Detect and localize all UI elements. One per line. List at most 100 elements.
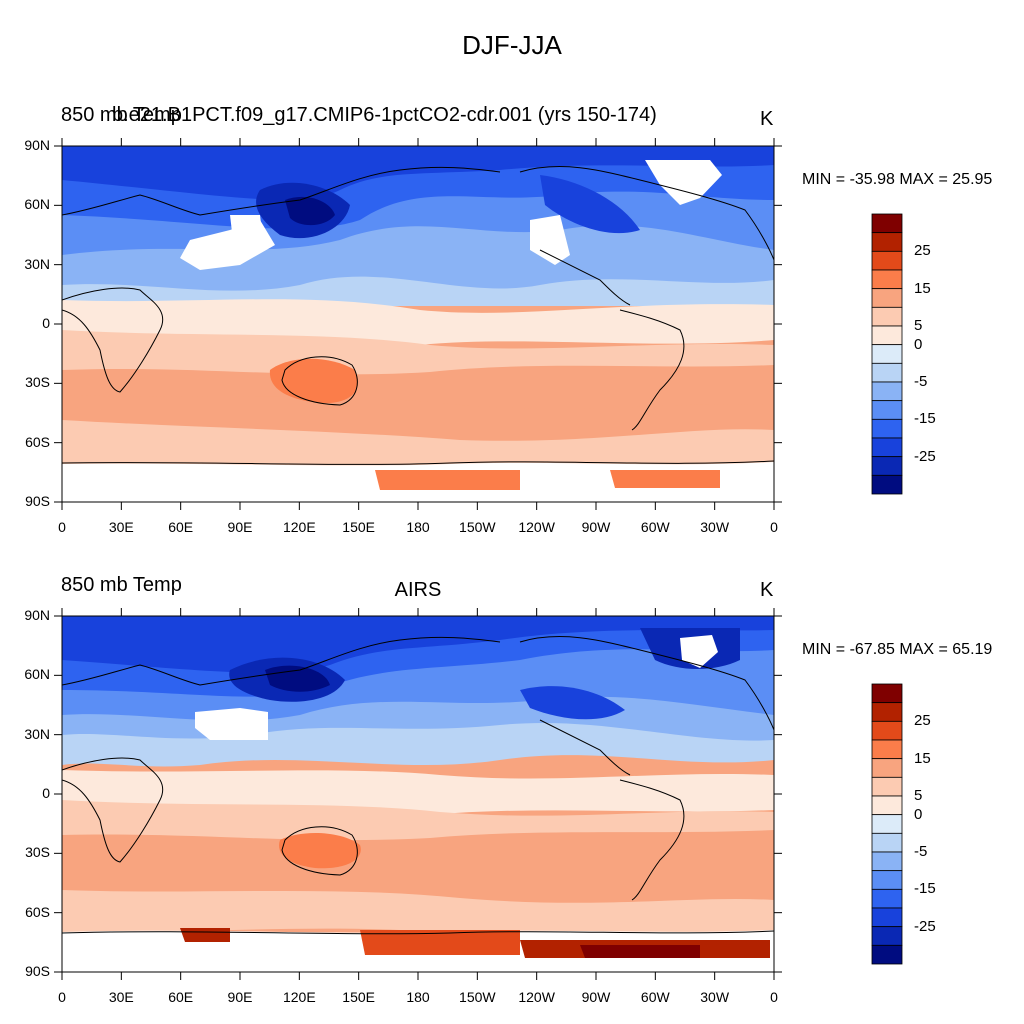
colorbar-swatch xyxy=(871,418,903,439)
map2-coastlines xyxy=(62,636,774,935)
lat-tick-label: 90S xyxy=(25,963,50,979)
colorbar-label: -5 xyxy=(914,843,928,860)
colorbar-swatch xyxy=(871,474,903,495)
colorbar-swatch xyxy=(871,870,903,890)
colorbar-label: -25 xyxy=(914,917,936,935)
colorbar-swatch xyxy=(871,795,903,816)
lat-tick-label: 90N xyxy=(24,607,50,623)
panel1-variable-label: 850 mb Temp xyxy=(61,104,182,126)
lat-tick-label: 60N xyxy=(24,666,50,683)
colorbar-swatch xyxy=(871,288,903,308)
figure-title: DJF-JJA xyxy=(462,30,562,60)
lon-tick-label: 150W xyxy=(459,989,496,1005)
lon-tick-label: 150E xyxy=(342,989,375,1005)
lon-tick-label: 150W xyxy=(459,519,496,535)
lon-tick-label: 120W xyxy=(518,989,555,1005)
lon-tick-label: 0 xyxy=(58,989,66,1005)
lon-tick-label: 90W xyxy=(581,519,611,535)
colorbar-label: 0 xyxy=(914,335,923,353)
lat-tick-label: 0 xyxy=(42,315,50,331)
lon-tick-label: 30W xyxy=(700,519,730,535)
panel2-units-label: K xyxy=(760,579,774,601)
lon-tick-label: 60W xyxy=(640,519,670,535)
lon-tick-label: 120E xyxy=(282,989,316,1005)
lon-tick-label: 60W xyxy=(640,989,670,1005)
colorbar-swatch xyxy=(871,213,903,234)
lon-tick-label: 90E xyxy=(227,989,253,1005)
panel2-obs-label: AIRS xyxy=(394,579,442,601)
colorbar-swatch xyxy=(871,944,903,965)
colorbar-label: -25 xyxy=(914,447,936,465)
colorbar-swatch xyxy=(871,306,903,327)
colorbar-label: 5 xyxy=(914,317,923,334)
colorbar-swatch xyxy=(871,250,903,271)
map2-field xyxy=(62,616,774,972)
lon-tick-label: 120W xyxy=(518,519,555,535)
lon-tick-label: 30W xyxy=(700,989,730,1005)
lat-tick-label: 30N xyxy=(24,255,50,272)
map1-coastlines xyxy=(62,166,774,465)
colorbar-label: 25 xyxy=(914,712,931,730)
colorbar-label: -15 xyxy=(914,880,936,898)
colorbar-swatch xyxy=(871,362,903,383)
colorbar-swatch xyxy=(871,739,903,760)
colorbar-swatch xyxy=(871,325,903,346)
colorbar-1 xyxy=(871,213,903,495)
colorbar-2 xyxy=(871,683,903,965)
colorbar-swatch xyxy=(871,758,903,778)
colorbar-label: 25 xyxy=(914,242,931,260)
colorbar-swatch xyxy=(871,269,903,290)
lat-tick-label: 60N xyxy=(24,196,50,213)
lon-tick-label: 30E xyxy=(108,989,134,1005)
lon-tick-label: 0 xyxy=(770,989,778,1005)
panel1-units-label: K xyxy=(760,108,774,130)
lon-tick-label: 150E xyxy=(342,519,375,535)
lon-tick-label: 30E xyxy=(108,519,134,535)
colorbar-label: 0 xyxy=(914,805,923,823)
lat-tick-label: 30N xyxy=(24,725,50,742)
colorbar-swatch xyxy=(871,437,903,458)
colorbar-swatch xyxy=(871,702,903,722)
lat-tick-label: 30S xyxy=(25,374,50,391)
lat-tick-label: 90S xyxy=(25,493,50,509)
colorbar-swatch xyxy=(871,814,903,834)
colorbar-label: -5 xyxy=(914,373,928,390)
lon-tick-label: 180 xyxy=(406,989,430,1005)
map1-ticks xyxy=(54,138,782,510)
colorbar-swatch xyxy=(871,832,903,853)
colorbar-swatch xyxy=(871,907,903,928)
panel1-case-label: b.e21.B1PCT.f09_g17.CMIP6-1pctCO2-cdr.00… xyxy=(112,104,657,126)
lon-tick-label: 180 xyxy=(406,519,430,535)
colorbar-label: 15 xyxy=(914,749,931,767)
lat-tick-label: 60S xyxy=(25,433,50,450)
lon-tick-label: 120E xyxy=(282,519,316,535)
colorbar-swatch xyxy=(871,851,903,872)
lon-tick-label: 90W xyxy=(581,989,611,1005)
lon-tick-label: 0 xyxy=(770,519,778,535)
lat-tick-label: 30S xyxy=(25,844,50,861)
colorbar-swatch xyxy=(871,683,903,704)
panel1-minmax: MIN = -35.98 MAX = 25.95 xyxy=(802,171,993,188)
colorbar-swatch xyxy=(871,381,903,402)
colorbar-swatch xyxy=(871,344,903,364)
panel2-variable-label: 850 mb Temp xyxy=(61,574,182,596)
map2-ticks xyxy=(54,608,782,980)
lon-tick-label: 0 xyxy=(58,519,66,535)
lat-tick-label: 0 xyxy=(42,785,50,801)
map1-field xyxy=(62,146,774,502)
colorbar-swatch xyxy=(871,888,903,909)
colorbar-label: 15 xyxy=(914,279,931,297)
colorbar-label: 5 xyxy=(914,787,923,804)
colorbar-swatch xyxy=(871,232,903,252)
colorbar-swatch xyxy=(871,456,903,476)
colorbar-swatch xyxy=(871,776,903,797)
lon-tick-label: 90E xyxy=(227,519,253,535)
panel2-minmax: MIN = -67.85 MAX = 65.19 xyxy=(802,641,993,658)
lon-tick-label: 60E xyxy=(168,519,194,535)
lat-tick-label: 90N xyxy=(24,137,50,153)
colorbar-swatch xyxy=(871,720,903,741)
colorbar-swatch xyxy=(871,400,903,420)
lon-tick-label: 60E xyxy=(168,989,194,1005)
colorbar-swatch xyxy=(871,926,903,946)
